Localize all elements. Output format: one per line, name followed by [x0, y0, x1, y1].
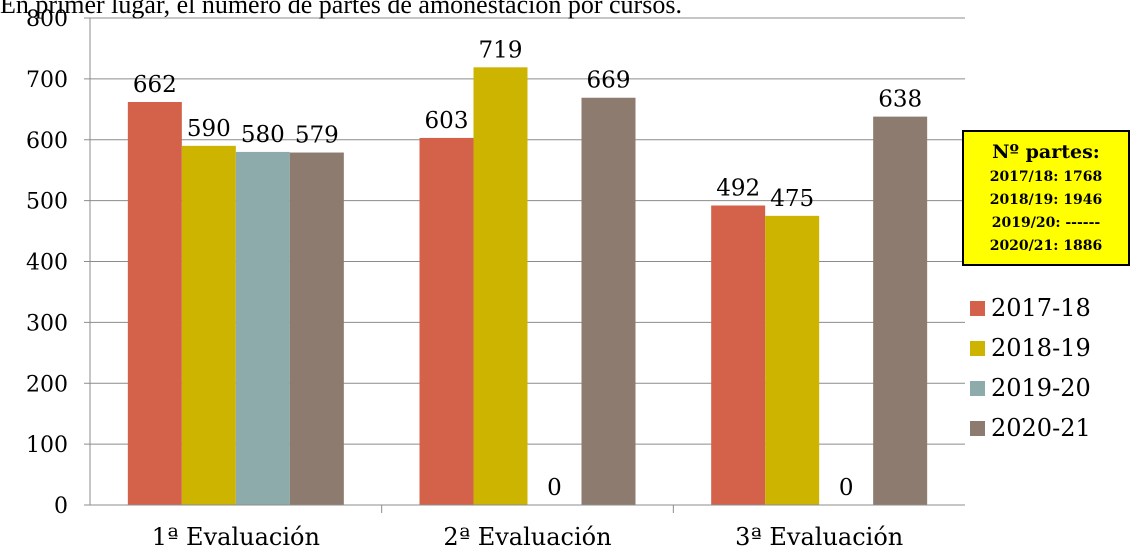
- data-label: 580: [241, 122, 285, 148]
- legend-swatch: [970, 380, 985, 396]
- data-label: 669: [587, 68, 631, 94]
- x-category-label: 3ª Evaluación: [735, 523, 903, 551]
- legend-label: 2020-21: [991, 414, 1091, 442]
- y-tick-label: 800: [26, 7, 68, 32]
- bar: [873, 116, 928, 506]
- page-title: En primer lugar, el número de partes de …: [0, 0, 682, 19]
- data-label: 638: [878, 87, 922, 113]
- legend-swatch: [970, 340, 985, 356]
- bar: [711, 205, 766, 505]
- y-tick-label: 400: [26, 251, 68, 276]
- legend-item: 2019-20: [970, 368, 1091, 408]
- bar: [181, 145, 236, 505]
- legend-item: 2018-19: [970, 328, 1091, 368]
- x-category-label: 2ª Evaluación: [443, 523, 611, 551]
- note-line: 2019/20: ------: [991, 215, 1101, 231]
- data-labels: 662 590 580 579 603 719 0 669 492 475 0 638: [133, 37, 922, 501]
- legend-item: 2017-18: [970, 288, 1091, 328]
- bar: [473, 67, 528, 505]
- note-line: 2017/18: 1768: [989, 169, 1103, 185]
- note-line: 2020/21: 1886: [989, 238, 1103, 254]
- legend-item: 2020-21: [970, 408, 1091, 448]
- data-label: 603: [425, 108, 469, 134]
- legend-label: 2019-20: [991, 374, 1091, 402]
- y-tick-label: 500: [26, 190, 68, 215]
- bar: [235, 151, 290, 506]
- bar: [289, 152, 344, 505]
- bar: [581, 97, 636, 505]
- legend-label: 2018-19: [991, 334, 1091, 362]
- bar: [419, 137, 474, 505]
- data-label: 662: [133, 72, 177, 98]
- axes: [84, 17, 965, 513]
- y-tick-label: 300: [26, 311, 68, 336]
- data-label: 0: [839, 475, 854, 501]
- legend-label: 2017-18: [991, 294, 1091, 322]
- bar: [127, 102, 182, 505]
- bar: [765, 215, 820, 505]
- data-label: 590: [187, 116, 231, 142]
- y-tick-label: 200: [26, 372, 68, 397]
- y-axis-tick-labels: 0 100 200 300 400 500 600 700 800: [26, 7, 68, 519]
- note-line: 2018/19: 1946: [989, 192, 1103, 208]
- bars: [127, 67, 928, 506]
- note-title: Nº partes:: [992, 141, 1100, 163]
- data-label: 719: [479, 37, 523, 63]
- y-tick-label: 600: [26, 129, 68, 154]
- y-tick-label: 100: [26, 433, 68, 458]
- data-label: 475: [770, 186, 814, 212]
- category-labels: 1ª Evaluación 2ª Evaluación 3ª Evaluación: [152, 523, 903, 551]
- data-label: 492: [716, 175, 760, 201]
- y-tick-label: 0: [54, 494, 68, 519]
- data-label: 0: [547, 475, 562, 501]
- totals-note-box: Nº partes: 2017/18: 1768 2018/19: 1946 2…: [962, 130, 1130, 266]
- data-label: 579: [295, 123, 339, 149]
- legend-swatch: [970, 420, 985, 436]
- legend-swatch: [970, 300, 985, 316]
- x-category-label: 1ª Evaluación: [152, 523, 320, 551]
- legend: 2017-18 2018-19 2019-20 2020-21: [970, 288, 1091, 448]
- y-tick-label: 700: [26, 68, 68, 93]
